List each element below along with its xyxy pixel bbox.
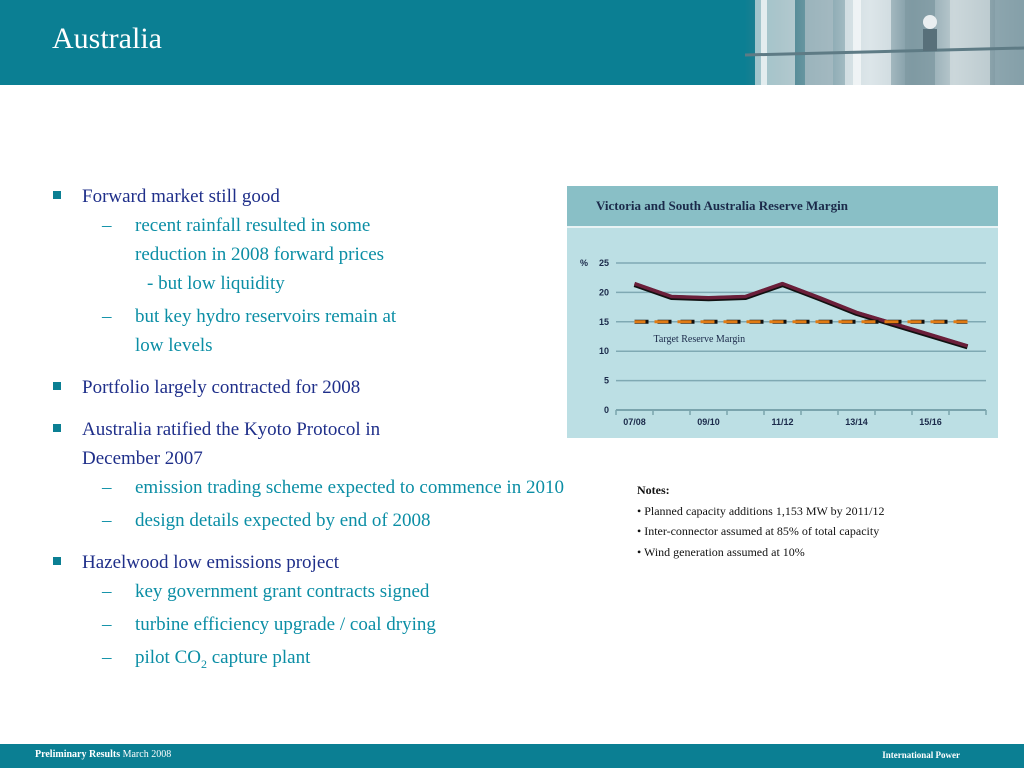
sub-line: reduction in 2008 forward prices	[135, 244, 385, 265]
footer-left: Preliminary Results March 2008	[35, 749, 171, 760]
x-tick-label: 13/14	[845, 417, 868, 427]
sub-line: low levels	[135, 335, 213, 356]
notes-heading: Notes:	[637, 483, 670, 497]
co2-text: pilot CO	[135, 647, 201, 668]
footer-company: International Power	[882, 750, 960, 760]
y-tick-label: 15	[599, 317, 609, 327]
note-item: • Planned capacity additions 1,153 MW by…	[637, 503, 885, 518]
footer-bold: Preliminary Results	[35, 749, 121, 760]
industrial-photo-image	[745, 0, 1024, 85]
x-tick-label: 09/10	[697, 417, 720, 427]
sub-bullet-design-details: – design details expected by end of 2008	[50, 506, 630, 535]
slide-title: Australia	[52, 22, 162, 55]
dash-marker: –	[102, 581, 112, 602]
y-tick-label: 0	[604, 405, 609, 415]
dash-marker: –	[102, 614, 112, 635]
bullet-marker	[53, 424, 61, 432]
sub-line: recent rainfall resulted in some	[135, 215, 371, 236]
sub-line: design details expected by end of 2008	[135, 510, 431, 531]
bullet-text: Hazelwood low emissions project	[82, 552, 339, 573]
sub-bullet-turbine: – turbine efficiency upgrade / coal dryi…	[50, 610, 630, 639]
y-tick-label: 20	[599, 287, 609, 297]
dash-marker: –	[102, 306, 112, 327]
target-reserve-margin-label: Target Reserve Margin	[654, 334, 746, 345]
y-tick-label: 25	[599, 258, 609, 268]
chart-header: Victoria and South Australia Reserve Mar…	[567, 186, 998, 228]
sub-bullet-hydro: – but key hydro reservoirs remain at low…	[50, 302, 630, 360]
dash-marker: –	[102, 215, 112, 236]
bullet-marker	[53, 382, 61, 390]
capture-text: capture plant	[206, 647, 311, 668]
sub-bullet-emission-trading: – emission trading scheme expected to co…	[50, 473, 630, 502]
sub-line: emission trading scheme expected to comm…	[135, 477, 564, 498]
y-tick-label: 5	[604, 376, 609, 386]
reserve-margin-line	[633, 281, 969, 348]
header-bar: Australia	[0, 0, 1024, 85]
sub-bullet-rainfall: – recent rainfall resulted in some reduc…	[50, 211, 630, 298]
x-tick-label: 07/08	[623, 417, 646, 427]
bullet-text: Australia ratified the Kyoto Protocol in	[82, 419, 381, 440]
header-photo	[745, 0, 1024, 85]
co2-subscript: 2	[200, 656, 207, 671]
chart-plot: 0 5 10 15 20 25% 07/08 09/10 11/12 13/14 15/16 Targ…	[580, 258, 987, 427]
bullet-hazelwood: Hazelwood low emissions project	[50, 548, 630, 577]
sub-line: but key hydro reservoirs remain at	[135, 306, 397, 327]
bullet-text: Forward market still good	[82, 186, 280, 207]
sub-line: - but low liquidity	[147, 273, 285, 294]
dash-marker: –	[102, 477, 112, 498]
bullet-text: Portfolio largely contracted for 2008	[82, 377, 361, 398]
bullet-marker	[53, 557, 61, 565]
reserve-margin-chart: Victoria and South Australia Reserve Mar…	[567, 186, 998, 438]
chart-title: Victoria and South Australia Reserve Mar…	[596, 198, 848, 213]
dash-marker: –	[102, 647, 112, 668]
y-axis-label: %	[580, 258, 588, 268]
note-item: • Inter-connector assumed at 85% of tota…	[637, 524, 880, 538]
x-tick-label: 11/12	[771, 417, 793, 427]
bullet-forward-market: Forward market still good	[50, 182, 630, 211]
sub-bullet-grant: – key government grant contracts signed	[50, 577, 630, 606]
bullet-marker	[53, 191, 61, 199]
note-item: • Wind generation assumed at 10%	[637, 544, 805, 559]
bullet-text: December 2007	[82, 448, 203, 469]
sub-line: key government grant contracts signed	[135, 581, 430, 602]
sub-line: pilot CO2 capture plant	[135, 643, 630, 679]
bullet-kyoto: Australia ratified the Kyoto Protocol in…	[50, 415, 630, 473]
y-tick-label: 10	[599, 346, 609, 356]
bullet-content: Forward market still good – recent rainf…	[50, 182, 630, 679]
sub-line: turbine efficiency upgrade / coal drying	[135, 614, 436, 635]
footer-bar: Preliminary Results March 2008 Internati…	[0, 744, 1024, 768]
bullet-portfolio: Portfolio largely contracted for 2008	[50, 373, 630, 402]
x-tick-label: 15/16	[919, 417, 942, 427]
chart-notes: Notes: • Planned capacity additions 1,15…	[637, 480, 967, 562]
dash-marker: –	[102, 510, 112, 531]
footer-date: March 2008	[120, 749, 172, 760]
sub-bullet-co2: – pilot CO2 capture plant	[50, 643, 630, 679]
